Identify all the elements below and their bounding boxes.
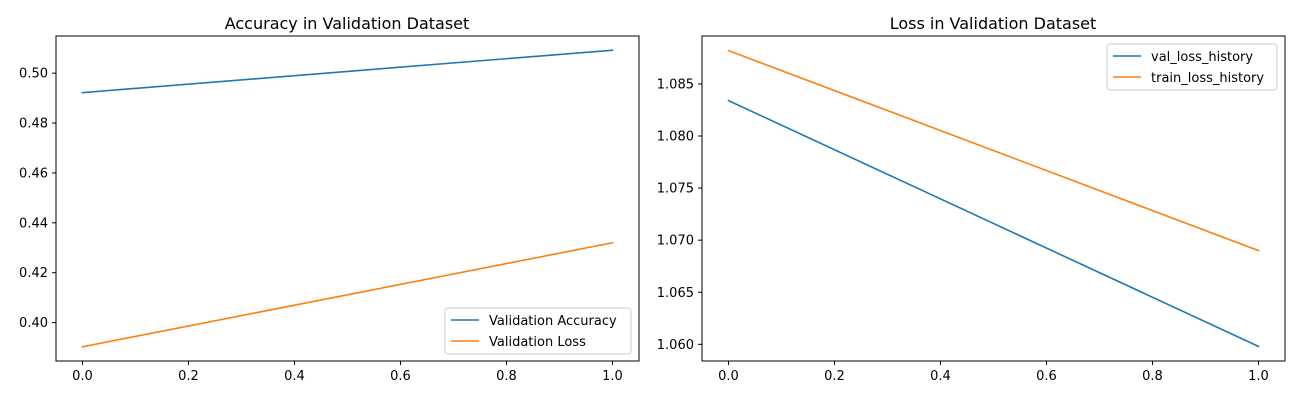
axes-frame: [701, 35, 1286, 362]
chart-title: Accuracy in Validation Dataset: [225, 14, 470, 33]
x-tick-label: 0.0: [72, 369, 93, 384]
legend-label-validation-accuracy: Validation Accuracy: [489, 314, 617, 329]
y-tick-label: 1.075: [657, 182, 694, 197]
y-tick-label: 0.40: [19, 316, 48, 331]
plot-area: [81, 49, 614, 348]
chart-title: Loss in Validation Dataset: [890, 14, 1097, 33]
x-axis: 0.0 0.2 0.4 0.6 0.8 1.0: [72, 361, 623, 384]
x-tick-label: 0.2: [824, 369, 845, 384]
series-line-val-loss-history: [727, 99, 1260, 348]
x-tick-label: 0.2: [178, 369, 199, 384]
series-line-validation-accuracy: [81, 49, 614, 94]
y-tick-label: 0.48: [19, 117, 48, 132]
y-tick-label: 1.065: [657, 286, 694, 301]
legend: Validation Accuracy Validation Loss: [444, 307, 632, 355]
y-tick-label: 1.080: [657, 130, 694, 145]
x-tick-label: 0.6: [390, 369, 411, 384]
x-tick-label: 0.8: [1142, 369, 1163, 384]
legend-box: [444, 307, 632, 355]
y-axis: 0.40 0.42 0.44 0.46 0.48 0.50: [19, 67, 56, 331]
y-tick-label: 1.085: [657, 77, 694, 92]
y-tick-label: 1.070: [657, 234, 694, 249]
y-tick-label: 0.42: [19, 266, 48, 281]
series-line-validation-loss: [81, 241, 614, 348]
y-tick-label: 0.50: [19, 67, 48, 82]
x-tick-label: 0.0: [718, 369, 739, 384]
x-tick-label: 0.4: [930, 369, 951, 384]
x-tick-label: 0.8: [496, 369, 517, 384]
legend: val_loss_history train_loss_history: [1106, 43, 1278, 91]
y-tick-label: 0.44: [19, 216, 48, 231]
x-axis: 0.0 0.2 0.4 0.6 0.8 1.0: [718, 361, 1269, 384]
legend-label-validation-loss: Validation Loss: [489, 335, 586, 350]
accuracy-chart: Accuracy in Validation Dataset 0.0 0.2 0.4…: [19, 14, 640, 384]
series-line-train-loss-history: [727, 49, 1260, 252]
x-tick-label: 0.4: [284, 369, 305, 384]
loss-chart: Loss in Validation Dataset 0.0 0.2 0.4 0.6 0…: [657, 14, 1286, 384]
y-axis: 1.060 1.065 1.070 1.075 1.080 1.085: [657, 77, 702, 353]
legend-label-train-loss-history: train_loss_history: [1151, 71, 1264, 86]
x-tick-label: 1.0: [602, 369, 623, 384]
y-tick-label: 0.46: [19, 166, 48, 181]
y-tick-label: 1.060: [657, 338, 694, 353]
plot-area: [727, 49, 1260, 348]
legend-label-val-loss-history: val_loss_history: [1151, 50, 1253, 65]
x-tick-label: 1.0: [1248, 369, 1269, 384]
axes-frame: [55, 35, 640, 362]
x-tick-label: 0.6: [1036, 369, 1057, 384]
legend-box: [1106, 43, 1278, 91]
